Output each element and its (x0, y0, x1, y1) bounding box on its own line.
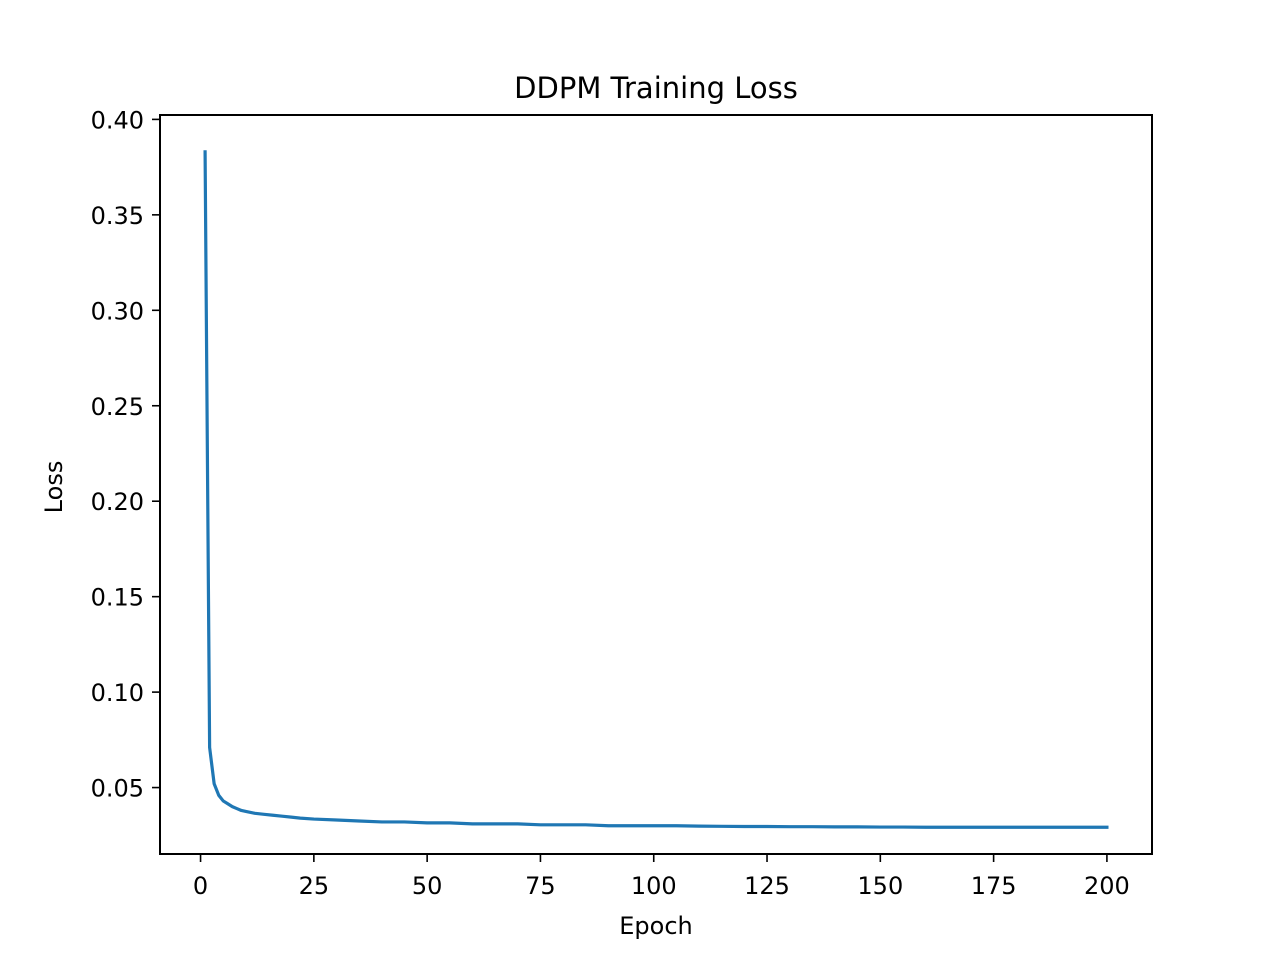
y-tick-label: 0.35 (91, 202, 144, 230)
x-tick-label: 150 (857, 872, 903, 900)
y-tick-label: 0.30 (91, 297, 144, 325)
x-tick-label: 175 (971, 872, 1017, 900)
x-tick-label: 125 (744, 872, 790, 900)
x-tick-label: 25 (299, 872, 330, 900)
x-axis-title: Epoch (619, 912, 693, 940)
y-tick-label: 0.15 (91, 584, 144, 612)
x-axis-ticks: 0 25 50 75 100 125 150 175 200 (193, 854, 1130, 900)
x-tick-label: 100 (631, 872, 677, 900)
y-tick-label: 0.40 (91, 106, 144, 134)
y-tick-label: 0.05 (91, 775, 144, 803)
chart-title: DDPM Training Loss (514, 71, 798, 105)
x-tick-label: 0 (193, 872, 208, 900)
y-tick-label: 0.10 (91, 679, 144, 707)
y-axis-ticks: 0.05 0.10 0.15 0.20 0.25 0.30 0.35 0.40 (91, 106, 160, 803)
y-axis-title: Loss (40, 461, 68, 514)
y-tick-label: 0.25 (91, 393, 144, 421)
y-tick-label: 0.20 (91, 488, 144, 516)
plot-frame (159, 114, 1153, 855)
x-tick-label: 75 (525, 872, 556, 900)
plot-line-layer (203, 150, 1109, 829)
loss-series-line-0 (203, 150, 1109, 829)
x-tick-label: 50 (412, 872, 443, 900)
x-tick-label: 200 (1084, 872, 1130, 900)
